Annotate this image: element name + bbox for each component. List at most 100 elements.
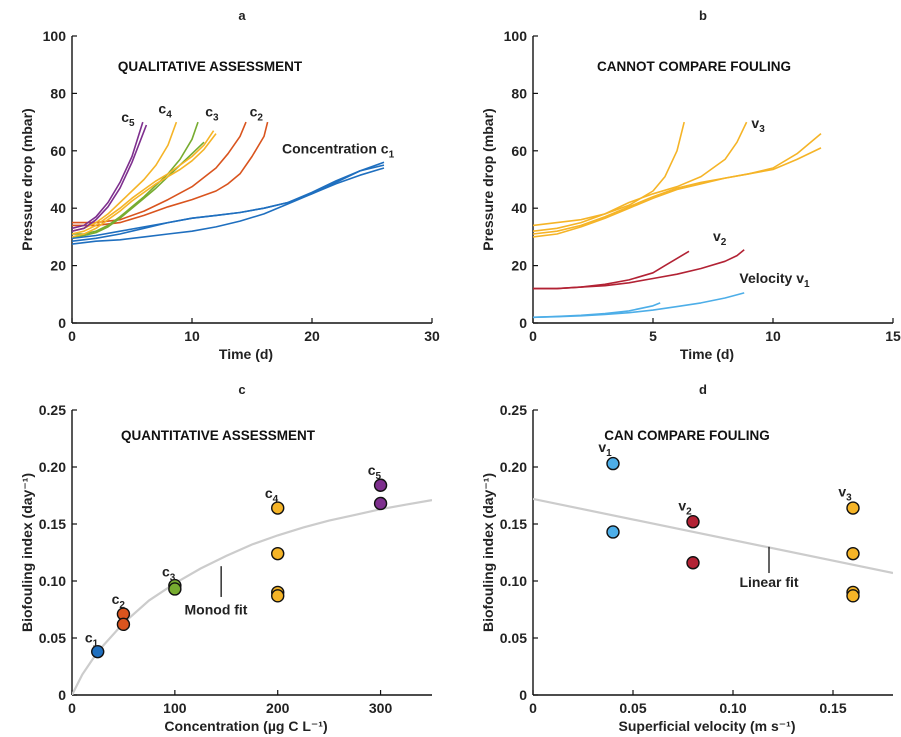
panel-c: c 0 0.05 0.10 0.15 0.20 0.25 0 100 200 300 Concentr… xyxy=(19,382,432,734)
chart-title: QUALITATIVE ASSESSMENT xyxy=(118,59,303,74)
y-tick-label: 0 xyxy=(519,687,527,703)
y-tick-label: 0 xyxy=(58,315,66,331)
data-point xyxy=(606,525,620,539)
x-axis-label: Concentration (µg C L⁻¹) xyxy=(164,718,327,734)
y-tick-label: 40 xyxy=(511,200,527,216)
group-label: c5 xyxy=(368,462,382,482)
x-tick-label: 200 xyxy=(266,700,290,716)
data-point xyxy=(168,582,182,596)
panel-letter: a xyxy=(238,8,246,23)
y-tick-label: 0.25 xyxy=(39,402,66,418)
series-line xyxy=(72,133,217,238)
panel-d: d 0 0.05 0.10 0.15 0.20 0.25 0 0.05 0.10 0.15 Super… xyxy=(480,382,893,734)
group-label: c3 xyxy=(162,563,176,583)
y-tick-label: 0 xyxy=(58,687,66,703)
x-tick-label: 20 xyxy=(304,328,320,344)
series-line xyxy=(72,124,148,232)
series-annotation: Velocity v1 xyxy=(739,270,810,290)
y-tick-label: 60 xyxy=(511,143,527,159)
series-line xyxy=(72,121,178,232)
panel-a: a 0 20 40 60 80 100 0 10 20 30 Time (d) Pressure dro… xyxy=(19,8,440,362)
series-line xyxy=(533,250,690,290)
y-tick-label: 100 xyxy=(43,28,67,44)
data-point xyxy=(373,478,388,492)
chart-title: QUANTITATIVE ASSESSMENT xyxy=(121,428,316,443)
panel-letter: d xyxy=(699,382,707,397)
x-tick-label: 300 xyxy=(369,700,393,716)
series-line xyxy=(72,164,385,242)
data-point xyxy=(606,456,620,471)
data-point xyxy=(686,556,700,570)
panel-letter: c xyxy=(238,382,245,397)
y-tick-label: 0 xyxy=(519,315,527,331)
y-tick-label: 20 xyxy=(50,258,66,274)
x-tick-label: 30 xyxy=(424,328,440,344)
fit-label: Monod fit xyxy=(185,602,248,618)
series-annotation: v3 xyxy=(751,115,765,135)
chart-title: CAN COMPARE FOULING xyxy=(604,428,770,443)
y-axis-label: Biofouling index (day⁻¹) xyxy=(480,473,496,632)
x-tick-label: 10 xyxy=(184,328,200,344)
series-line xyxy=(72,121,144,230)
x-tick-label: 15 xyxy=(885,328,901,344)
y-tick-label: 0.05 xyxy=(500,630,527,646)
x-tick-label: 5 xyxy=(649,328,657,344)
x-axis-label: Time (d) xyxy=(680,346,734,362)
x-tick-label: 0.15 xyxy=(819,700,846,716)
series-annotation: Concentration c1 xyxy=(282,141,395,161)
series-line xyxy=(72,121,247,224)
y-tick-label: 0.15 xyxy=(39,516,66,532)
series-line xyxy=(533,292,745,319)
group-label: v1 xyxy=(598,439,612,459)
series-annotation: c3 xyxy=(205,103,219,123)
data-point xyxy=(846,501,860,515)
x-tick-label: 10 xyxy=(765,328,781,344)
x-tick-label: 0 xyxy=(529,700,537,716)
group-label: c2 xyxy=(112,591,126,611)
x-axis-label: Time (d) xyxy=(219,346,273,362)
y-tick-label: 60 xyxy=(50,143,66,159)
data-point xyxy=(91,644,105,659)
panel-b: b 0 20 40 60 80 100 0 5 10 15 Time (d) Pressure drop… xyxy=(480,8,901,362)
series-line xyxy=(533,132,822,238)
y-axis-label: Biofouling index (day⁻¹) xyxy=(19,473,35,632)
series-line xyxy=(72,167,385,245)
data-point xyxy=(271,546,285,561)
data-point xyxy=(271,501,285,515)
data-point xyxy=(846,546,860,561)
y-axis-label: Pressure drop (mbar) xyxy=(480,108,496,250)
y-tick-label: 0.10 xyxy=(39,573,66,589)
group-label: c4 xyxy=(265,485,279,505)
y-tick-label: 80 xyxy=(50,85,66,101)
y-tick-label: 20 xyxy=(511,258,527,274)
y-tick-label: 40 xyxy=(50,200,66,216)
series-line xyxy=(533,121,685,227)
data-point xyxy=(373,496,388,511)
x-tick-label: 0 xyxy=(68,328,76,344)
series-line xyxy=(72,161,385,240)
y-tick-label: 0.10 xyxy=(500,573,527,589)
panel-letter: b xyxy=(699,8,707,23)
y-tick-label: 0.05 xyxy=(39,630,66,646)
x-tick-label: 0 xyxy=(529,328,537,344)
x-tick-label: 0.10 xyxy=(719,700,746,716)
series-line xyxy=(533,249,745,290)
series-annotation: v2 xyxy=(713,228,727,248)
data-point xyxy=(846,589,860,603)
x-tick-label: 0.05 xyxy=(619,700,646,716)
y-axis-label: Pressure drop (mbar) xyxy=(19,108,35,250)
series-line xyxy=(72,130,215,235)
chart-title: CANNOT COMPARE FOULING xyxy=(597,59,791,74)
series-line xyxy=(72,121,199,235)
x-tick-label: 0 xyxy=(68,700,76,716)
y-tick-label: 0.25 xyxy=(500,402,527,418)
y-tick-label: 80 xyxy=(511,85,527,101)
data-point xyxy=(686,515,700,529)
series-group xyxy=(72,121,385,245)
group-label: c1 xyxy=(85,630,99,650)
fit-line xyxy=(72,499,432,695)
fit-label: Linear fit xyxy=(739,574,798,590)
group-label: v2 xyxy=(678,497,692,517)
x-tick-label: 100 xyxy=(163,700,187,716)
